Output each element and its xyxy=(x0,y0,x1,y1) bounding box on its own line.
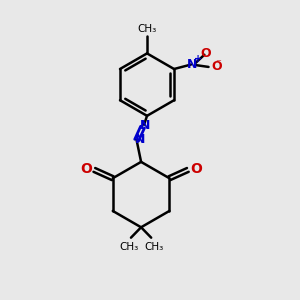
Text: N: N xyxy=(140,119,151,132)
Text: O: O xyxy=(80,162,92,176)
Text: CH₃: CH₃ xyxy=(137,24,157,34)
Text: N: N xyxy=(134,133,145,146)
Text: O: O xyxy=(212,60,222,74)
Text: CH₃: CH₃ xyxy=(144,242,163,251)
Text: +: + xyxy=(194,54,202,64)
Text: O: O xyxy=(200,47,211,60)
Text: O: O xyxy=(190,162,202,176)
Text: CH₃: CH₃ xyxy=(119,242,138,251)
Text: N: N xyxy=(187,58,198,71)
Text: ⁻: ⁻ xyxy=(215,58,221,68)
